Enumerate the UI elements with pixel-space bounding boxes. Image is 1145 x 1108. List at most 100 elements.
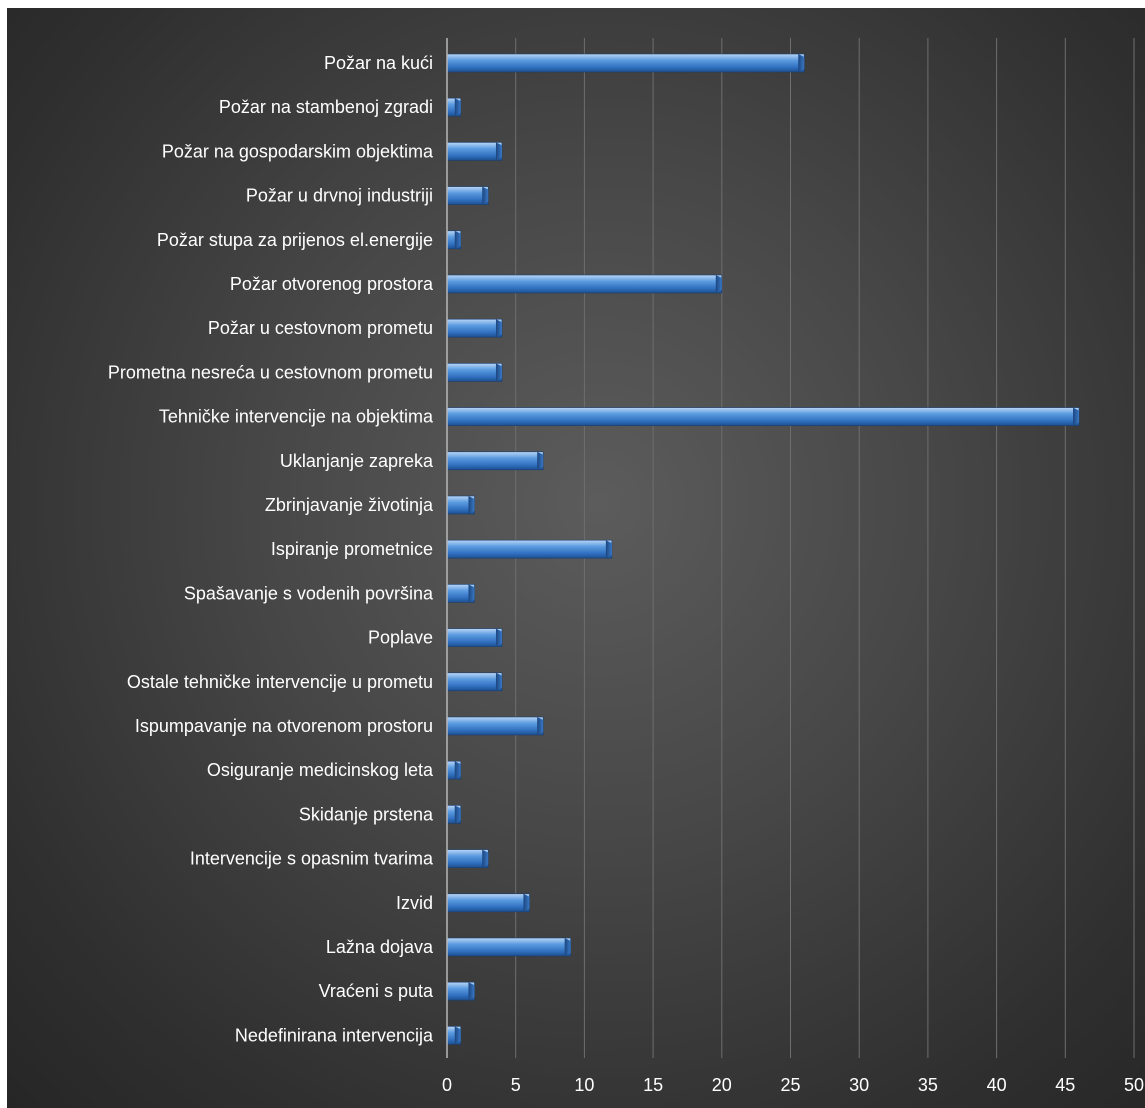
bar-end-cap <box>495 672 502 691</box>
bar <box>446 981 475 1001</box>
bar <box>446 1026 462 1045</box>
bar <box>446 186 489 205</box>
chart-area: Požar na kući Požar na stambenoj zgradi Po… <box>7 8 1145 1108</box>
category-labels: Požar na kući Požar na stambenoj zgradi Po… <box>108 53 434 1045</box>
bar-body <box>446 539 613 559</box>
bar <box>446 539 613 559</box>
x-tick-label: 20 <box>712 1075 732 1095</box>
bar <box>446 584 475 603</box>
category-label: Požar na kući <box>324 53 433 73</box>
category-label: Požar na stambenoj zgradi <box>219 97 433 117</box>
bar-body <box>446 407 1080 426</box>
bar-end-cap <box>468 982 475 1001</box>
bar <box>446 893 530 913</box>
bar <box>446 407 1080 426</box>
bar <box>446 716 544 736</box>
bar-end-cap <box>537 451 544 470</box>
bar-body <box>446 628 503 647</box>
x-tick-label: 40 <box>987 1075 1007 1095</box>
category-label: Požar stupa za prijenos el.energije <box>157 230 433 250</box>
category-label: Ispumpavanje na otvorenom prostoru <box>135 716 433 736</box>
bar <box>446 937 571 957</box>
category-label: Poplave <box>368 628 433 648</box>
bar-body <box>446 937 571 957</box>
bar-end-cap <box>454 805 461 824</box>
bar-end-cap <box>523 893 530 912</box>
category-label: Vraćeni s puta <box>319 981 434 1001</box>
x-tick-label: 10 <box>574 1075 594 1095</box>
bar-end-cap <box>482 186 489 205</box>
category-label: Nedefinirana intervencija <box>235 1025 434 1045</box>
bar-body <box>446 451 544 471</box>
bar-body <box>446 363 503 382</box>
bar <box>446 760 462 780</box>
bar-end-cap <box>482 849 489 868</box>
category-label: Lažna dojava <box>326 937 434 957</box>
bar <box>446 672 503 692</box>
category-label: Požar na gospodarskim objektima <box>162 141 434 161</box>
bar-end-cap <box>495 363 502 382</box>
bar-end-cap <box>605 540 612 559</box>
bar <box>446 495 475 515</box>
x-tick-label: 45 <box>1055 1075 1075 1095</box>
bar <box>446 53 805 73</box>
bar-body <box>446 716 544 736</box>
bar <box>446 274 723 294</box>
category-label: Požar u drvnoj industriji <box>246 186 433 206</box>
category-label: Izvid <box>396 893 433 913</box>
bar <box>446 849 489 868</box>
bar-end-cap <box>454 1026 461 1045</box>
x-tick-label: 5 <box>511 1075 521 1095</box>
bar-chart: Požar na kući Požar na stambenoj zgradi Po… <box>108 38 1144 1095</box>
bar-end-cap <box>495 628 502 647</box>
bar-end-cap <box>798 54 805 72</box>
x-tick-label: 0 <box>442 1075 452 1095</box>
bar <box>446 451 544 471</box>
x-tick-label: 15 <box>643 1075 663 1095</box>
category-label: Osiguranje medicinskog leta <box>207 760 434 780</box>
gridlines <box>515 38 1135 1058</box>
category-label: Tehničke intervencije na objektima <box>159 407 434 427</box>
category-label: Prometna nesreća u cestovnom prometu <box>108 362 433 382</box>
category-label: Požar u cestovnom prometu <box>208 318 433 338</box>
category-label: Intervencije s opasnim tvarima <box>190 849 434 869</box>
x-tick-label: 50 <box>1124 1075 1144 1095</box>
bar <box>446 142 503 161</box>
bar-end-cap <box>564 938 571 956</box>
category-label: Spašavanje s vodenih površina <box>184 583 434 603</box>
bar-end-cap <box>537 717 544 735</box>
x-tick-label: 35 <box>918 1075 938 1095</box>
bar-end-cap <box>454 761 461 780</box>
bar <box>446 805 462 824</box>
bar-end-cap <box>495 319 502 338</box>
category-label: Požar otvorenog prostora <box>230 274 434 294</box>
category-label: Ispiranje prometnice <box>271 539 433 559</box>
bar-body <box>446 893 530 913</box>
bar-end-cap <box>715 275 722 293</box>
category-label: Skidanje prstena <box>299 804 434 824</box>
category-label: Ostale tehničke intervencije u prometu <box>127 672 433 692</box>
bar-end-cap <box>468 496 475 514</box>
bar-body <box>446 318 503 338</box>
bar-end-cap <box>1073 407 1080 426</box>
bar-body <box>446 53 805 73</box>
bar <box>446 97 462 117</box>
bar <box>446 628 503 647</box>
bar-body <box>446 672 503 692</box>
bar <box>446 318 503 338</box>
bar-body <box>446 142 503 161</box>
bar-body <box>446 186 489 205</box>
bar <box>446 230 462 250</box>
x-tick-label: 25 <box>780 1075 800 1095</box>
bar-body <box>446 274 723 294</box>
bar-end-cap <box>454 98 461 117</box>
x-axis-tick-labels: 0 5 10 15 20 25 30 35 40 45 50 <box>442 1075 1144 1095</box>
bar-body <box>446 849 489 868</box>
bars <box>446 53 1080 1045</box>
bar-end-cap <box>495 142 502 161</box>
x-tick-label: 30 <box>849 1075 869 1095</box>
bar-end-cap <box>468 584 475 603</box>
bar <box>446 363 503 382</box>
bar-end-cap <box>454 230 461 249</box>
category-label: Uklanjanje zapreka <box>280 451 434 471</box>
